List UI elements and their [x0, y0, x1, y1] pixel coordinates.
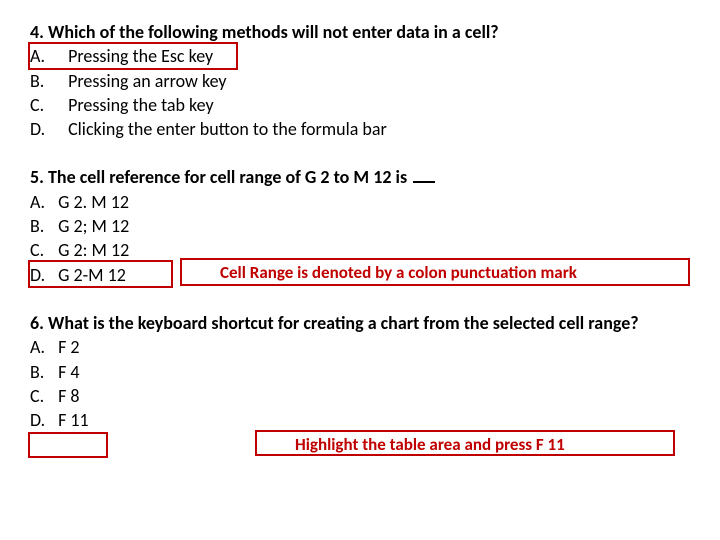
option-label: D.: [30, 408, 54, 432]
option-label: C.: [30, 384, 54, 408]
q6-text: 6. What is the keyboard shortcut for cre…: [30, 311, 690, 335]
q5-option-b: B. G 2; M 12: [30, 214, 690, 238]
question-6: 6. What is the keyboard shortcut for cre…: [30, 311, 690, 432]
option-text: F 4: [58, 361, 79, 383]
option-text: G 2: M 12: [58, 239, 129, 261]
highlight-box-q4: [28, 42, 238, 70]
highlight-box-q6-answer: [28, 432, 108, 458]
question-4: 4. Which of the following methods will n…: [30, 20, 690, 141]
option-label: C.: [30, 93, 54, 117]
q4-option-d: D. Clicking the enter button to the form…: [30, 117, 690, 141]
option-text: Pressing the tab key: [58, 94, 214, 116]
option-text: Clicking the enter button to the formula…: [58, 118, 387, 140]
option-label: B.: [30, 360, 54, 384]
option-label: B.: [30, 69, 54, 93]
page: 4. Which of the following methods will n…: [0, 0, 720, 540]
option-label: D.: [30, 117, 54, 141]
explain-q6: Highlight the table area and press F 11: [295, 434, 565, 455]
option-text: F 11: [58, 409, 89, 431]
option-label: B.: [30, 214, 54, 238]
q6-option-a: A. F 2: [30, 335, 690, 359]
blank-line: [413, 181, 435, 183]
q4-option-b: B. Pressing an arrow key: [30, 69, 690, 93]
option-label: A.: [30, 190, 54, 214]
option-text: F 8: [58, 385, 79, 407]
q4-option-c: C. Pressing the tab key: [30, 93, 690, 117]
q6-option-d: D. F 11: [30, 408, 690, 432]
option-text: G 2. M 12: [58, 191, 129, 213]
q5-prefix: 5. The cell reference for cell range of …: [30, 166, 411, 188]
q6-option-b: B. F 4: [30, 360, 690, 384]
q6-option-c: C. F 8: [30, 384, 690, 408]
option-label: A.: [30, 335, 54, 359]
q4-text: 4. Which of the following methods will n…: [30, 20, 690, 44]
option-text: G 2; M 12: [58, 215, 129, 237]
explain-q5: Cell Range is denoted by a colon punctua…: [220, 262, 577, 283]
option-text: Pressing an arrow key: [58, 70, 226, 92]
q5-text: 5. The cell reference for cell range of …: [30, 165, 690, 189]
highlight-box-q5-answer: [28, 260, 173, 288]
q5-option-a: A. G 2. M 12: [30, 190, 690, 214]
option-text: F 2: [58, 336, 79, 358]
